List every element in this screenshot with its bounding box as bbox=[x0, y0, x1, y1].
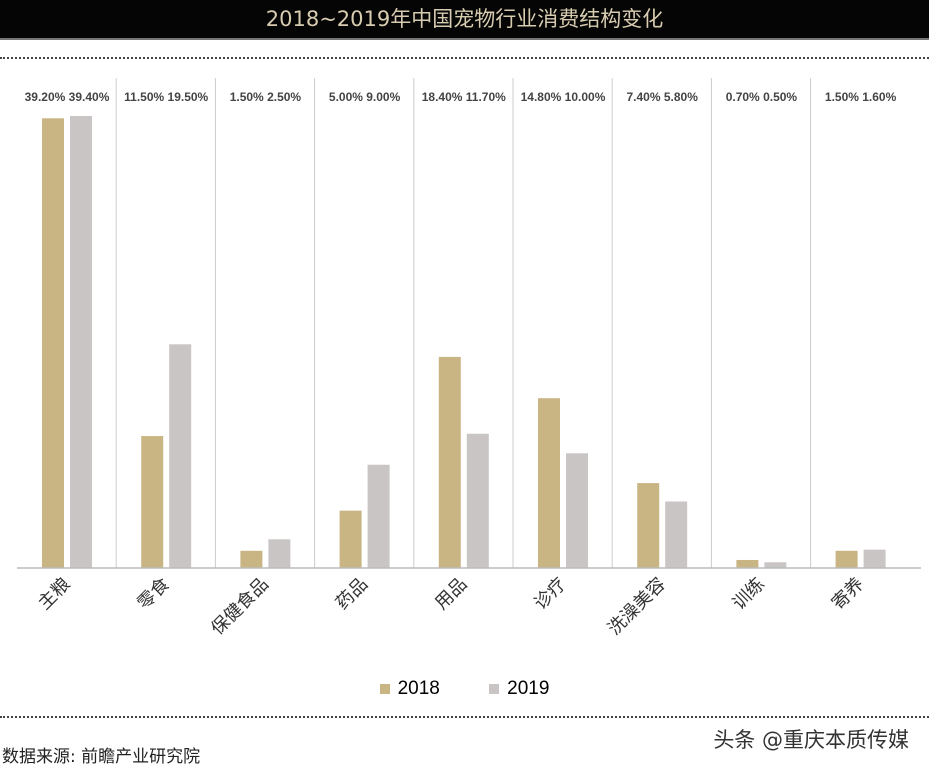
bar-2018-5 bbox=[538, 398, 560, 568]
value-labels: 11.50% 19.50% bbox=[124, 90, 208, 104]
x-tick-label: 零食 bbox=[133, 574, 173, 614]
bar-2018-3 bbox=[339, 510, 362, 568]
x-tick-label: 洗澡美容 bbox=[604, 574, 670, 640]
legend-item-2018: 2018 bbox=[379, 678, 440, 700]
bar-2018-2 bbox=[240, 550, 263, 568]
watermark: 头条 @重庆本质传媒 bbox=[713, 728, 909, 752]
bar-2019-1 bbox=[169, 344, 192, 568]
value-labels: 5.00% 9.00% bbox=[329, 90, 401, 104]
legend-swatch bbox=[379, 683, 390, 694]
bar-2018-7 bbox=[736, 559, 759, 568]
bar-2019-7 bbox=[764, 562, 787, 568]
bar-2018-6 bbox=[637, 483, 660, 568]
bar-2018-4 bbox=[438, 356, 461, 568]
x-tick-label: 寄养 bbox=[828, 574, 868, 614]
bar-2019-2 bbox=[268, 539, 291, 568]
bar-2018-8 bbox=[835, 550, 858, 568]
value-labels: 39.20% 39.40% bbox=[25, 90, 110, 104]
bottom-divider bbox=[0, 716, 929, 718]
bar-2019-6 bbox=[665, 501, 688, 568]
bar-2019-3 bbox=[367, 464, 390, 568]
source-note: 数据来源: 前瞻产业研究院 bbox=[2, 747, 201, 767]
x-tick-label: 药品 bbox=[332, 574, 372, 614]
value-labels: 14.80% 10.00% bbox=[521, 90, 606, 104]
value-labels: 18.40% 11.70% bbox=[422, 90, 506, 104]
x-tick-label: 诊疗 bbox=[530, 574, 570, 614]
bar-2019-8 bbox=[863, 549, 886, 568]
legend-swatch bbox=[489, 683, 500, 694]
value-labels: 7.40% 5.80% bbox=[627, 90, 699, 104]
bar-2018-1 bbox=[141, 436, 164, 568]
top-divider bbox=[0, 57, 929, 59]
x-tick-label: 保健食品 bbox=[207, 574, 273, 640]
value-labels: 1.50% 1.60% bbox=[825, 90, 897, 104]
value-labels: 1.50% 2.50% bbox=[230, 90, 302, 104]
bar-chart: 39.20% 39.40% 主粮 11.50% 19.50% 零食 1.50% 2.50… bbox=[17, 78, 921, 640]
chart-title: 2018~2019年中国宠物行业消费结构变化 bbox=[0, 0, 929, 40]
legend-item-2019: 2019 bbox=[489, 678, 549, 700]
x-tick-label: 训练 bbox=[729, 574, 769, 614]
value-labels: 0.70% 0.50% bbox=[726, 90, 798, 104]
legend-label: 2019 bbox=[507, 678, 550, 699]
bar-2019-0 bbox=[70, 116, 92, 568]
x-tick-label: 主粮 bbox=[34, 574, 74, 614]
x-tick-label: 用品 bbox=[431, 574, 471, 614]
legend-label: 2018 bbox=[397, 678, 440, 699]
bar-2019-4 bbox=[466, 433, 489, 568]
bar-2018-0 bbox=[42, 118, 64, 568]
bar-2019-5 bbox=[566, 453, 588, 568]
legend: 2018 2019 bbox=[0, 678, 929, 700]
